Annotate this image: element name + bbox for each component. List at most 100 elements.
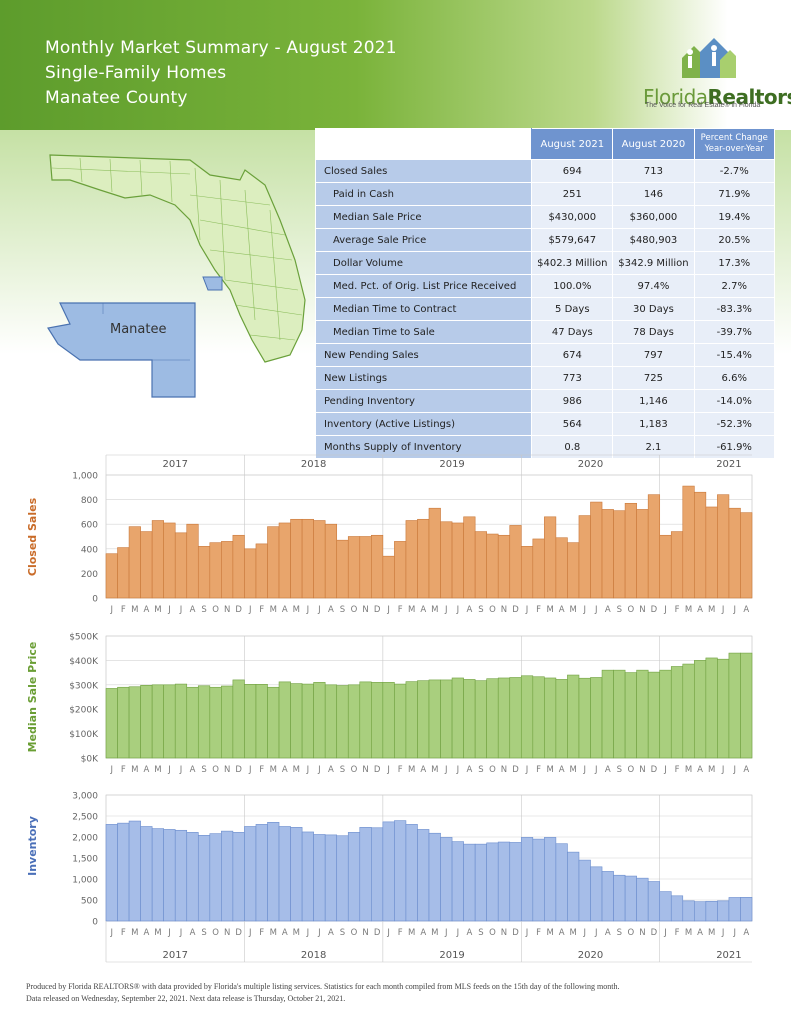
bar (255, 543, 268, 599)
bar (578, 677, 591, 759)
x-tick-label: A (190, 928, 196, 938)
x-tick-label: M (131, 605, 138, 615)
bar (140, 531, 153, 599)
value-change: 6.6% (693, 366, 776, 390)
bar (278, 681, 291, 759)
x-tick-label: A (466, 928, 472, 938)
x-tick-label: S (340, 928, 345, 938)
x-tick-label: M (154, 765, 161, 775)
y-tick-label: 1,000 (72, 472, 98, 482)
x-tick-label: J (663, 765, 667, 775)
row-label: Median Time to Contract (314, 297, 533, 321)
bar (659, 534, 672, 599)
bar (740, 512, 753, 599)
x-tick-label: O (628, 605, 635, 615)
value-current: 564 (531, 412, 614, 436)
value-current: 674 (531, 343, 614, 367)
y-tick-label: $200K (69, 706, 99, 716)
bar (509, 677, 522, 759)
bar (486, 533, 499, 599)
y-tick-label: $500K (69, 633, 99, 643)
bar (163, 684, 176, 759)
x-tick-label: A (328, 928, 334, 938)
x-tick-label: J (732, 928, 736, 938)
bar (544, 677, 557, 759)
bar (578, 859, 591, 922)
y-tick-label: 2,500 (72, 813, 98, 823)
x-tick-label: J (732, 765, 736, 775)
bar (705, 506, 718, 599)
summary-table: August 2021 August 2020 Percent Change Y… (314, 128, 776, 459)
bar (740, 897, 753, 922)
bar (313, 834, 326, 922)
bar (359, 827, 372, 922)
bar (105, 553, 118, 599)
x-tick-label: J (721, 928, 725, 938)
x-tick-label: S (478, 928, 483, 938)
x-tick-label: F (121, 605, 126, 615)
bar (117, 822, 130, 922)
bar (486, 842, 499, 922)
bar (255, 824, 268, 922)
x-tick-label: M (293, 605, 300, 615)
bar (705, 900, 718, 922)
x-tick-label: M (431, 605, 438, 615)
year-label: 2020 (578, 459, 603, 470)
bar (613, 874, 626, 922)
x-tick-label: D (374, 928, 381, 938)
bar (382, 682, 395, 759)
x-tick-label: D (235, 928, 242, 938)
x-tick-label: M (131, 928, 138, 938)
x-tick-label: S (617, 605, 622, 615)
x-tick-label: F (259, 928, 264, 938)
bar (601, 669, 614, 759)
bar (140, 684, 153, 759)
bar (347, 832, 361, 922)
florida-map (49, 154, 306, 363)
x-tick-label: O (489, 765, 496, 775)
x-tick-label: N (639, 928, 645, 938)
table-row: Closed Sales 694 713 -2.7% (314, 159, 776, 183)
x-tick-label: M (154, 928, 161, 938)
x-tick-label: M (431, 928, 438, 938)
bar (590, 677, 603, 759)
bar (613, 669, 626, 759)
bar (244, 826, 257, 922)
x-tick-label: A (559, 605, 565, 615)
bar (451, 841, 464, 922)
table-row: Median Sale Price $430,000 $360,000 19.4% (314, 205, 776, 229)
bar (728, 652, 741, 759)
x-tick-label: S (340, 765, 345, 775)
x-tick-label: A (420, 765, 426, 775)
x-tick-label: A (697, 605, 703, 615)
x-tick-label: F (259, 765, 264, 775)
bar (624, 672, 637, 759)
x-tick-label: J (721, 605, 725, 615)
bar (405, 824, 418, 922)
bar (278, 826, 291, 922)
x-tick-label: J (110, 765, 114, 775)
bar (232, 679, 245, 759)
bar (486, 678, 499, 759)
x-tick-label: J (525, 765, 529, 775)
x-tick-label: N (501, 605, 507, 615)
bar (636, 669, 649, 759)
bar (624, 875, 637, 922)
bar (682, 900, 695, 922)
value-current: 694 (531, 159, 614, 183)
report-county: Manatee County (45, 88, 188, 108)
bar (717, 494, 730, 599)
x-tick-label: J (594, 928, 598, 938)
bar (394, 541, 407, 599)
x-tick-label: J (456, 765, 460, 775)
year-label: 2021 (716, 459, 741, 470)
value-prior: 30 Days (612, 297, 695, 321)
value-prior: 146 (612, 182, 695, 206)
bar (151, 828, 164, 922)
x-tick-label: J (317, 605, 321, 615)
table-corner (314, 128, 533, 160)
county-label: Manatee (110, 322, 167, 337)
footer-note: Produced by Florida REALTORS® with data … (26, 981, 766, 1005)
year-label: 2018 (301, 950, 326, 961)
bar (497, 841, 511, 922)
